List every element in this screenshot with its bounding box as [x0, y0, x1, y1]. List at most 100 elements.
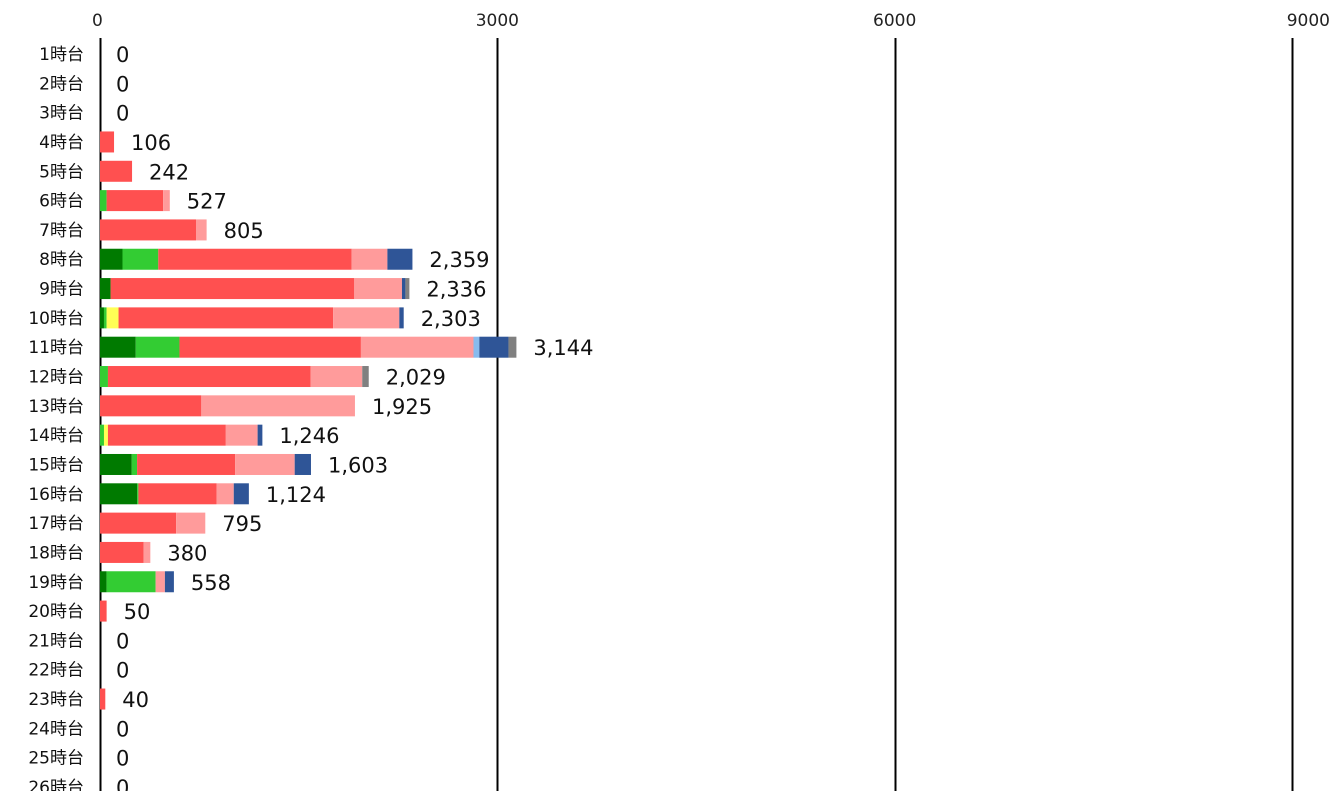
bar-segment — [158, 248, 352, 270]
bar-segment — [106, 571, 156, 593]
total-label: 0 — [116, 717, 129, 741]
bar-segment — [100, 424, 104, 446]
total-label: 2,029 — [386, 366, 446, 390]
bar-segment — [225, 424, 258, 446]
x-tick-label: 3000 — [476, 11, 519, 31]
category-label: 18時台 — [28, 543, 84, 563]
bar-segment — [100, 541, 144, 563]
bar-segment — [310, 366, 363, 388]
category-label: 17時台 — [28, 514, 84, 534]
bar-segment — [100, 190, 107, 212]
y-axis-categories: 1時台 2時台 3時台 4時台 5時台 6時台 7時台 8時台 9時台 10時台 11時台 12時台 1… — [28, 45, 84, 791]
category-label: 22時台 — [28, 661, 84, 681]
category-label: 15時台 — [28, 455, 84, 475]
bar-segment — [479, 336, 509, 358]
bar-segment — [100, 160, 133, 182]
category-label: 25時台 — [28, 749, 84, 769]
category-label: 3時台 — [39, 104, 84, 124]
category-label: 13時台 — [28, 397, 84, 417]
bar-segment — [103, 424, 108, 446]
category-label: 16時台 — [28, 485, 84, 505]
bar-segment — [103, 307, 107, 329]
category-label: 19時台 — [28, 573, 84, 593]
category-label: 9時台 — [39, 280, 84, 300]
bar-segment — [107, 366, 311, 388]
category-label: 26時台 — [28, 778, 84, 791]
total-label: 106 — [131, 131, 171, 155]
total-label: 1,246 — [279, 424, 339, 448]
total-label: 0 — [116, 43, 129, 67]
total-label: 0 — [116, 102, 129, 126]
category-label: 1時台 — [39, 45, 84, 65]
bar-segment — [360, 336, 474, 358]
bar-segment — [100, 248, 123, 270]
bar-segment — [164, 571, 174, 593]
bar-segment — [508, 336, 517, 358]
bar-segment — [131, 453, 138, 475]
bar-segment — [100, 219, 197, 241]
total-label: 805 — [224, 219, 264, 243]
category-label: 5時台 — [39, 162, 84, 182]
bar-segment — [100, 600, 107, 622]
bar-segment — [387, 248, 413, 270]
bar-segment — [473, 336, 480, 358]
bars — [100, 131, 517, 710]
category-label: 23時台 — [28, 690, 84, 710]
bar-segment — [100, 571, 107, 593]
bar-segment — [100, 336, 136, 358]
total-label: 0 — [116, 776, 129, 791]
bar-segment — [163, 190, 170, 212]
bar-segment — [106, 190, 164, 212]
bar-segment — [235, 453, 295, 475]
bar-segment — [137, 483, 139, 505]
total-label: 527 — [187, 190, 227, 214]
total-label: 558 — [191, 571, 231, 595]
bar-segment — [110, 278, 355, 300]
bar-segment — [233, 483, 249, 505]
bar-segment — [155, 571, 165, 593]
bar-segment — [100, 307, 104, 329]
x-tick-label: 9000 — [1287, 11, 1330, 31]
total-label: 1,124 — [266, 483, 326, 507]
bar-segment — [100, 278, 111, 300]
bar-segment — [257, 424, 263, 446]
bar-segment — [351, 248, 388, 270]
bar-segment — [100, 512, 177, 534]
bar-segment — [143, 541, 151, 563]
category-label: 20時台 — [28, 602, 84, 622]
x-axis-ticks: 0 3000 6000 9000 — [92, 11, 1330, 31]
total-label: 3,144 — [533, 336, 593, 360]
category-label: 14時台 — [28, 426, 84, 446]
category-label: 8時台 — [39, 250, 84, 270]
total-labels: 0001062425278052,3592,3362,3033,1442,029… — [116, 43, 594, 791]
bar-segment — [100, 453, 132, 475]
total-label: 50 — [124, 600, 151, 624]
total-label: 0 — [116, 659, 129, 683]
total-label: 242 — [149, 160, 189, 184]
bar-segment — [122, 248, 159, 270]
category-label: 10時台 — [28, 309, 84, 329]
bar-segment — [135, 336, 180, 358]
total-label: 40 — [122, 688, 149, 712]
category-label: 2時台 — [39, 74, 84, 94]
bar-segment — [196, 219, 207, 241]
bar-segment — [333, 307, 400, 329]
bar-segment — [176, 512, 206, 534]
bar-segment — [354, 278, 402, 300]
bar-segment — [100, 366, 108, 388]
x-tick-label: 0 — [92, 11, 103, 31]
total-label: 2,359 — [429, 248, 489, 272]
bar-segment — [362, 366, 369, 388]
bar-segment — [294, 453, 311, 475]
total-label: 1,603 — [328, 453, 388, 477]
bar-segment — [107, 424, 226, 446]
bar-segment — [137, 453, 236, 475]
category-label: 4時台 — [39, 133, 84, 153]
bar-segment — [179, 336, 361, 358]
bar-segment — [106, 307, 119, 329]
bar-segment — [100, 688, 106, 710]
bar-segment — [216, 483, 234, 505]
category-label: 6時台 — [39, 192, 84, 212]
bar-segment — [118, 307, 334, 329]
